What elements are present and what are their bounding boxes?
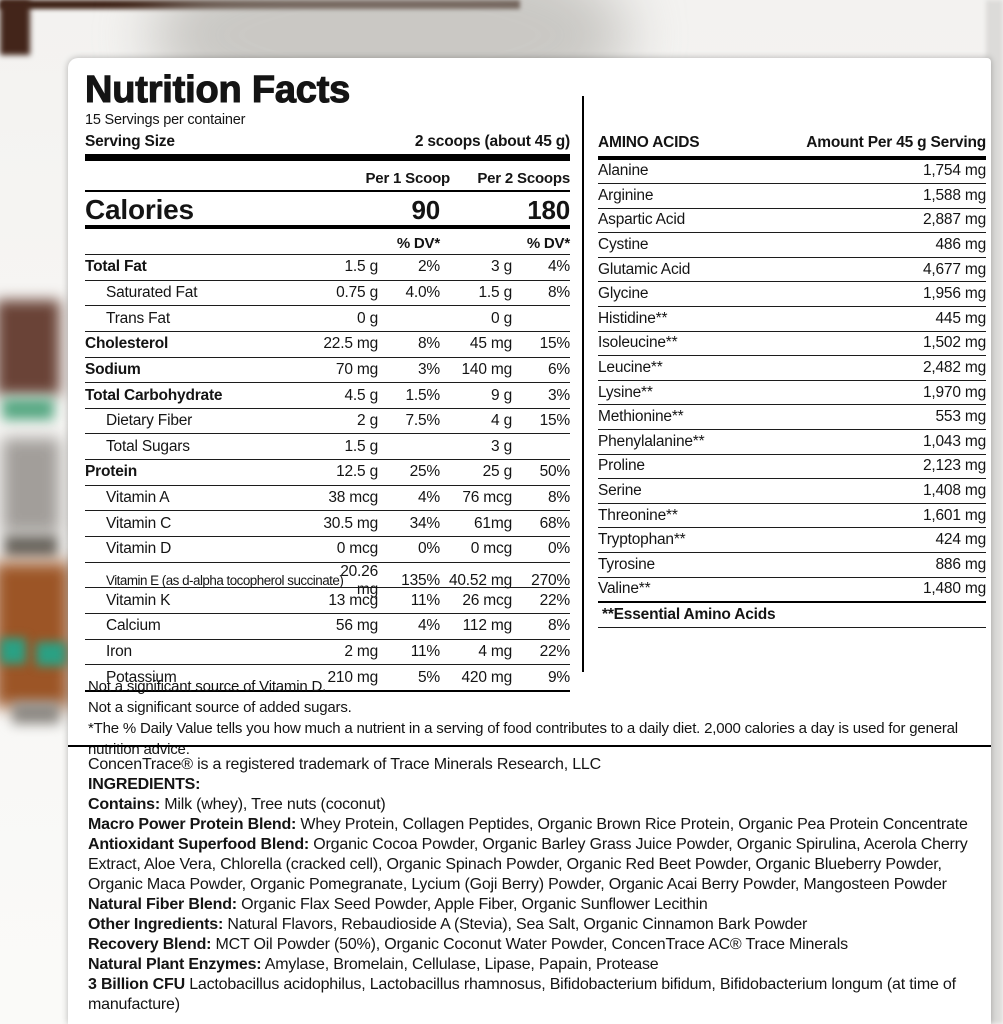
table-row-vitamin-c: Vitamin C 30.5 mg 34% 61mg 68%: [85, 510, 570, 536]
label-footnotes: Not a significant source of Vitamin D. N…: [88, 676, 978, 760]
amino-thick-rule: [598, 156, 986, 160]
footnote-vitamin-d: Not a significant source of Vitamin D.: [88, 678, 327, 695]
servings-per-container: 15 Servings per container: [85, 112, 246, 128]
dv-header-1: % DV*: [396, 235, 440, 252]
amino-row-isoleucine: Isoleucine** 1,502 mg: [598, 332, 986, 357]
table-row-cholesterol: Cholesterol 22.5 mg 8% 45 mg 15%: [85, 330, 570, 357]
column-divider-rule: [582, 96, 584, 672]
dv-header-2: % DV*: [526, 235, 570, 252]
table-row-dietary-fiber: Dietary Fiber 2 g 7.5% 4 g 15%: [85, 407, 570, 434]
amino-row-threonine: Threonine** 1,601 mg: [598, 504, 986, 529]
amino-amount-header: Amount Per 45 g Serving: [806, 134, 986, 151]
blur-brown-band-upper: [0, 300, 60, 395]
footer-divider-rule: [68, 745, 991, 747]
blur-green-text-smudge: [2, 398, 54, 420]
nutrient-table: Total Fat 1.5 g 2% 3 g 4% Saturated Fat 0.75 …: [85, 254, 570, 692]
table-row-total-fat: Total Fat 1.5 g 2% 3 g 4%: [85, 254, 570, 280]
calories-per-1-scoop: 90: [411, 195, 440, 225]
amino-row-serine: Serine 1,408 mg: [598, 479, 986, 504]
ingredient-line-natural-plant-enzymes: Natural Plant Enzymes: Amylase, Bromelai…: [88, 956, 659, 973]
calories-per-2-scoops: 180: [527, 195, 570, 225]
table-row-vitamin-k: Vitamin K 13 mcg 11% 26 mcg 22%: [85, 587, 570, 613]
calories-label: Calories: [85, 194, 194, 225]
amino-acids-title: AMINO ACIDS: [598, 134, 700, 151]
daily-value-header-row: % DV* % DV*: [85, 229, 570, 254]
amino-row-aspartic-acid: Aspartic Acid 2,887 mg: [598, 209, 986, 234]
amino-acids-header: AMINO ACIDS Amount Per 45 g Serving: [598, 130, 986, 156]
essential-amino-acids-footnote: **Essential Amino Acids: [598, 603, 986, 629]
amino-row-arginine: Arginine 1,588 mg: [598, 184, 986, 209]
ingredient-line-contains: Contains: Milk (whey), Tree nuts (coconu…: [88, 796, 386, 813]
ingredient-line-other-ingredients: Other Ingredients: Natural Flavors, Reba…: [88, 916, 808, 933]
amino-row-alanine: Alanine 1,754 mg: [598, 160, 986, 185]
footnote-added-sugars: Not a significant source of added sugars…: [88, 699, 352, 716]
blur-brown-band-lower: [0, 562, 70, 707]
nutrition-facts-label: Nutrition Facts 15 Servings per containe…: [68, 58, 991, 1024]
ingredient-line-probiotics: 3 Billion CFU Lactobacillus acidophilus,…: [88, 976, 956, 1013]
amino-row-histidine: Histidine** 445 mg: [598, 307, 986, 332]
serving-size-row: Serving Size 2 scoops (about 45 g): [85, 129, 570, 154]
serving-size-value: 2 scoops (about 45 g): [414, 133, 570, 150]
amino-row-valine: Valine** 1,480 mg: [598, 578, 986, 604]
amino-row-proline: Proline 2,123 mg: [598, 455, 986, 480]
table-row-calcium: Calcium 56 mg 4% 112 mg 8%: [85, 612, 570, 639]
table-row-sodium: Sodium 70 mg 3% 140 mg 6%: [85, 356, 570, 383]
amino-row-tryptophan: Tryptophan** 424 mg: [598, 528, 986, 553]
footnote-daily-value: *The % Daily Value tells you how much a …: [88, 720, 958, 758]
ingredients-section: ConcenTrace® is a registered trademark o…: [88, 755, 988, 1015]
serving-size-label: Serving Size: [85, 133, 175, 150]
table-row-potassium: Potassium 210 mg 5% 420 mg 9%: [85, 664, 570, 690]
amino-row-lysine: Lysine** 1,970 mg: [598, 381, 986, 406]
per-2-scoops-header: Per 2 Scoops: [477, 170, 570, 187]
blur-teal-spot-left: [0, 638, 26, 664]
amino-row-cystine: Cystine 486 mg: [598, 233, 986, 258]
amino-row-phenylalanine: Phenylalanine** 1,043 mg: [598, 430, 986, 455]
nutrition-facts-panel: Nutrition Facts 15 Servings per containe…: [84, 68, 570, 692]
blur-gray-image-smudge: [2, 438, 60, 533]
blur-gray-smudge-bottom: [12, 702, 60, 724]
blur-teal-spot-right: [36, 642, 66, 666]
blur-top-left-bar: [0, 0, 30, 55]
table-row-total-carbohydrate: Total Carbohydrate 4.5 g 1.5% 9 g 3%: [85, 382, 570, 408]
ingredient-line-recovery-blend: Recovery Blend: MCT Oil Powder (50%), Or…: [88, 936, 848, 953]
medium-rule: [85, 225, 570, 229]
panel-title: Nutrition Facts: [84, 68, 351, 111]
amino-acids-panel: AMINO ACIDS Amount Per 45 g Serving Alan…: [598, 130, 986, 629]
table-row-protein: Protein 12.5 g 25% 25 g 50%: [85, 459, 570, 485]
amino-row-tyrosine: Tyrosine 886 mg: [598, 553, 986, 578]
ingredient-line-macro-power-protein-blend: Macro Power Protein Blend: Whey Protein,…: [88, 816, 968, 833]
per-1-scoop-header: Per 1 Scoop: [365, 170, 451, 187]
trademark-note: ConcenTrace® is a registered trademark o…: [88, 756, 601, 773]
table-row-iron: Iron 2 mg 11% 4 mg 22%: [85, 638, 570, 665]
table-row-saturated-fat: Saturated Fat 0.75 g 4.0% 1.5 g 8%: [85, 279, 570, 306]
table-row-vitamin-a: Vitamin A 38 mcg 4% 76 mcg 8%: [85, 484, 570, 511]
calories-row: Calories 90 180: [85, 192, 570, 225]
ingredient-line-antioxidant-superfood-blend: Antioxidant Superfood Blend: Organic Coc…: [88, 836, 968, 893]
amino-row-glutamic-acid: Glutamic Acid 4,677 mg: [598, 258, 986, 283]
ingredients-title: INGREDIENTS:: [88, 776, 201, 793]
amino-row-methionine: Methionine** 553 mg: [598, 405, 986, 431]
table-row-vitamin-e: Vitamin E (as d-alpha tocopherol succina…: [85, 561, 570, 598]
blur-dark-text-smudge: [4, 535, 58, 557]
scoop-columns-header: Per 1 Scoop Per 2 Scoops: [85, 161, 570, 192]
amino-row-leucine: Leucine** 2,482 mg: [598, 356, 986, 381]
amino-row-glycine: Glycine 1,956 mg: [598, 282, 986, 308]
thick-rule: [85, 154, 570, 161]
ingredient-line-natural-fiber-blend: Natural Fiber Blend: Organic Flax Seed P…: [88, 896, 708, 913]
